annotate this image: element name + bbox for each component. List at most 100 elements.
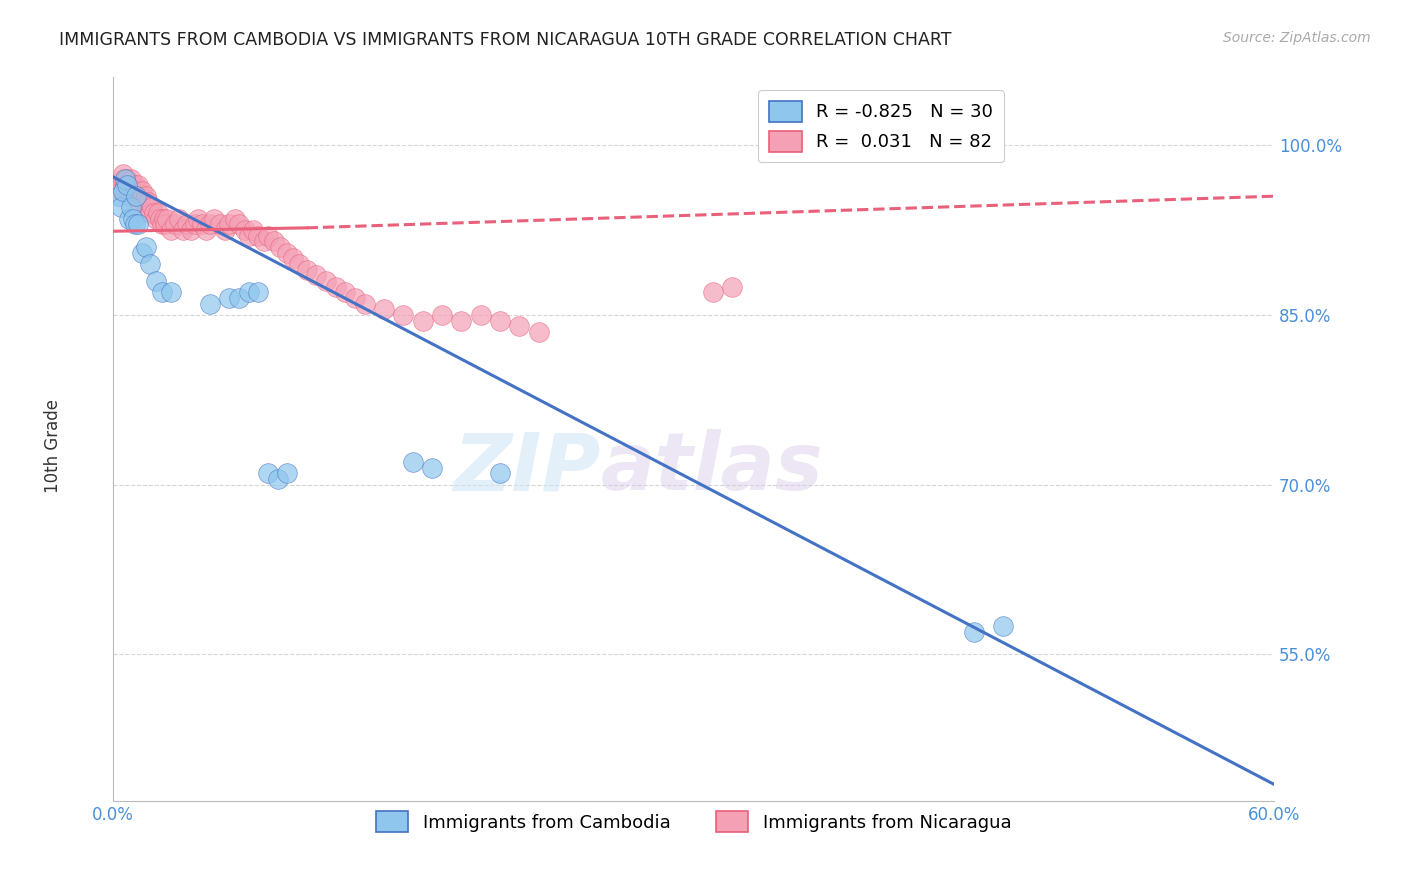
Point bbox=[276, 467, 298, 481]
Text: IMMIGRANTS FROM CAMBODIA VS IMMIGRANTS FROM NICARAGUA 10TH GRADE CORRELATION CHA: IMMIGRANTS FROM CAMBODIA VS IMMIGRANTS F… bbox=[59, 31, 952, 49]
Point bbox=[136, 201, 159, 215]
Point bbox=[218, 291, 240, 305]
Point bbox=[238, 228, 260, 243]
Point bbox=[187, 211, 209, 226]
Point bbox=[489, 313, 512, 327]
Point bbox=[111, 167, 134, 181]
Point bbox=[269, 240, 291, 254]
Point bbox=[257, 467, 280, 481]
Point bbox=[118, 211, 141, 226]
Point bbox=[127, 218, 149, 232]
Point bbox=[527, 325, 550, 339]
Point bbox=[238, 285, 260, 300]
Point bbox=[145, 274, 167, 288]
Point bbox=[247, 228, 270, 243]
Point bbox=[218, 218, 240, 232]
Point bbox=[127, 178, 149, 192]
Point bbox=[118, 189, 141, 203]
Point bbox=[129, 194, 152, 209]
Point bbox=[198, 296, 221, 310]
Point bbox=[702, 285, 724, 300]
Point bbox=[124, 178, 146, 192]
Point bbox=[125, 189, 148, 203]
Point bbox=[257, 228, 280, 243]
Point bbox=[288, 257, 311, 271]
Point bbox=[120, 201, 142, 215]
Point bbox=[721, 279, 744, 293]
Point bbox=[263, 235, 285, 249]
Point bbox=[247, 285, 270, 300]
Point bbox=[115, 178, 138, 192]
Point bbox=[373, 302, 395, 317]
Point bbox=[422, 460, 444, 475]
Point bbox=[150, 218, 173, 232]
Point bbox=[139, 206, 162, 220]
Point bbox=[114, 178, 136, 192]
Point bbox=[276, 245, 298, 260]
Point bbox=[470, 308, 492, 322]
Point bbox=[160, 223, 183, 237]
Point bbox=[111, 184, 134, 198]
Point bbox=[165, 218, 187, 232]
Point bbox=[176, 218, 198, 232]
Point bbox=[156, 211, 179, 226]
Point bbox=[108, 189, 131, 203]
Point bbox=[198, 218, 221, 232]
Point bbox=[430, 308, 453, 322]
Text: ZIP: ZIP bbox=[453, 429, 600, 508]
Point bbox=[991, 619, 1014, 633]
Point bbox=[160, 285, 183, 300]
Point bbox=[120, 178, 142, 192]
Point bbox=[135, 240, 157, 254]
Point bbox=[120, 172, 142, 186]
Point bbox=[121, 211, 143, 226]
Point bbox=[145, 211, 167, 226]
Point bbox=[191, 218, 214, 232]
Point bbox=[124, 218, 146, 232]
Point bbox=[141, 201, 163, 215]
Point bbox=[136, 194, 159, 209]
Point bbox=[283, 252, 305, 266]
Point bbox=[228, 218, 250, 232]
Legend: Immigrants from Cambodia, Immigrants from Nicaragua: Immigrants from Cambodia, Immigrants fro… bbox=[368, 804, 1018, 839]
Point bbox=[202, 211, 225, 226]
Point bbox=[110, 184, 132, 198]
Point bbox=[134, 194, 156, 209]
Text: atlas: atlas bbox=[600, 429, 824, 508]
Point bbox=[195, 223, 218, 237]
Point bbox=[214, 223, 236, 237]
Point bbox=[335, 285, 357, 300]
Point bbox=[253, 235, 276, 249]
Point bbox=[121, 189, 143, 203]
Point bbox=[508, 319, 530, 334]
Point bbox=[131, 245, 153, 260]
Point bbox=[325, 279, 347, 293]
Point bbox=[224, 211, 246, 226]
Point bbox=[295, 262, 318, 277]
Point bbox=[150, 285, 173, 300]
Point bbox=[115, 172, 138, 186]
Point bbox=[127, 184, 149, 198]
Point bbox=[267, 472, 290, 486]
Point bbox=[489, 467, 512, 481]
Point bbox=[402, 455, 425, 469]
Point bbox=[155, 218, 177, 232]
Point bbox=[152, 211, 174, 226]
Point bbox=[412, 313, 434, 327]
Point bbox=[111, 172, 134, 186]
Point bbox=[344, 291, 367, 305]
Point bbox=[110, 201, 132, 215]
Point bbox=[146, 206, 169, 220]
Point bbox=[131, 184, 153, 198]
Point bbox=[963, 624, 986, 639]
Point bbox=[208, 218, 231, 232]
Point bbox=[121, 184, 143, 198]
Point bbox=[118, 184, 141, 198]
Point bbox=[183, 218, 205, 232]
Point bbox=[115, 184, 138, 198]
Point bbox=[139, 257, 162, 271]
Point bbox=[131, 189, 153, 203]
Point bbox=[228, 291, 250, 305]
Point bbox=[450, 313, 472, 327]
Point bbox=[392, 308, 415, 322]
